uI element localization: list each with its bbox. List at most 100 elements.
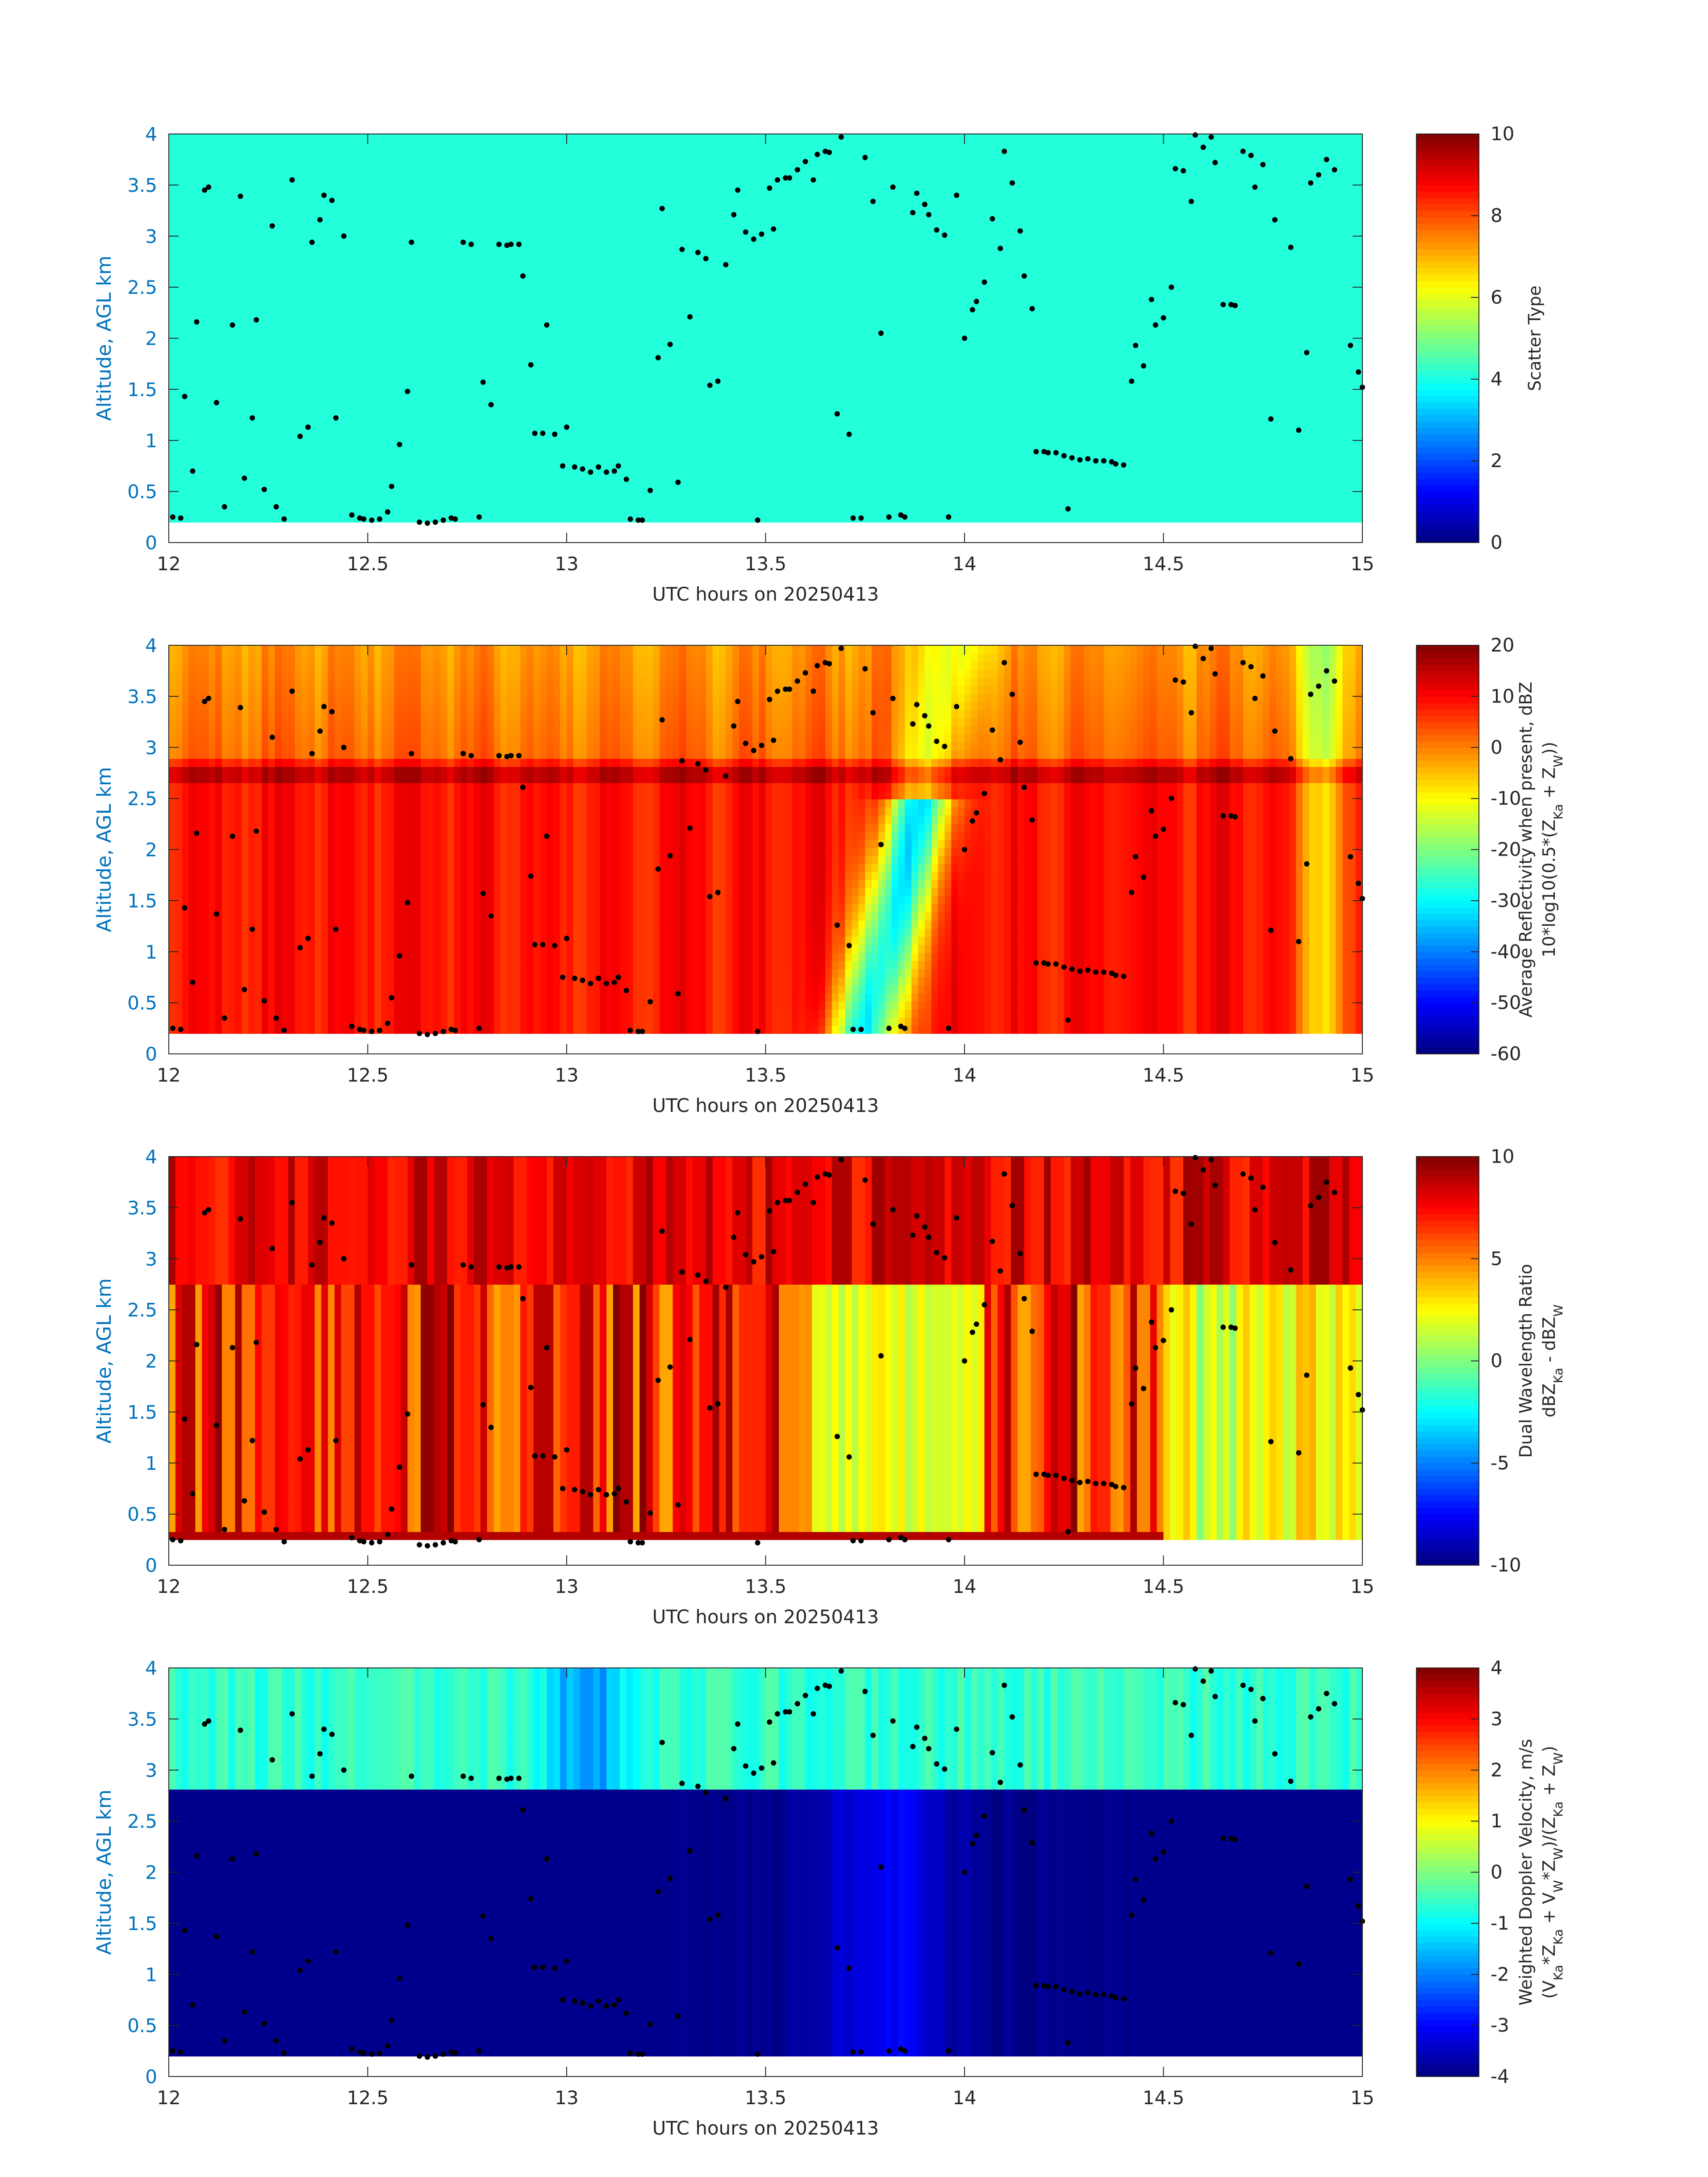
heatmap-cell [441, 393, 448, 401]
heatmap-cell [673, 215, 680, 223]
heatmap-cell [175, 393, 183, 401]
heatmap-cell [620, 336, 627, 345]
heatmap-cell [686, 239, 693, 247]
heatmap-cell [706, 465, 713, 474]
heatmap-cell [348, 191, 355, 199]
heatmap-cell [169, 474, 176, 482]
heatmap-cell [262, 312, 269, 320]
heatmap-cell [706, 207, 713, 215]
heatmap-cell [633, 482, 640, 490]
heatmap-cell [600, 255, 607, 264]
heatmap-cell [202, 490, 209, 498]
heatmap-cell [388, 255, 395, 264]
heatmap-cell [414, 401, 421, 409]
heatmap-cell [328, 134, 335, 142]
heatmap-cell [255, 384, 262, 393]
heatmap-cell [726, 376, 733, 385]
heatmap-cell [487, 514, 494, 522]
heatmap-cell [308, 328, 315, 337]
heatmap-cell [785, 304, 793, 312]
heatmap-cell [189, 166, 196, 175]
heatmap-cell [467, 215, 474, 223]
heatmap-cell [348, 352, 355, 361]
heatmap-cell [713, 263, 720, 272]
heatmap-cell [315, 320, 322, 329]
heatmap-cell [779, 191, 786, 199]
heatmap-cell [262, 328, 269, 337]
heatmap-cell [580, 199, 587, 207]
heatmap-cell [626, 175, 634, 183]
heatmap-cell [567, 231, 574, 239]
heatmap-cell [242, 288, 249, 296]
heatmap-cell [772, 166, 779, 175]
heatmap-cell [222, 191, 229, 199]
heatmap-cell [427, 441, 434, 450]
heatmap-cell [719, 506, 727, 514]
heatmap-cell [487, 506, 494, 514]
heatmap-cell [374, 239, 381, 247]
heatmap-cell [262, 150, 269, 159]
heatmap-cell [553, 296, 560, 304]
heatmap-cell [673, 417, 680, 426]
heatmap-cell [288, 158, 295, 167]
heatmap-cell [295, 368, 302, 377]
heatmap-cell [222, 433, 229, 442]
heatmap-cell [361, 401, 368, 409]
heatmap-cell [315, 328, 322, 337]
heatmap-cell [713, 183, 720, 191]
heatmap-cell [215, 425, 222, 434]
heatmap-cell [195, 191, 202, 199]
heatmap-cell [427, 255, 434, 264]
heatmap-cell [447, 449, 455, 458]
heatmap-cell [719, 207, 727, 215]
heatmap-cell [772, 376, 779, 385]
heatmap-cell [341, 134, 348, 142]
heatmap-cell [182, 401, 189, 409]
heatmap-cell [540, 393, 547, 401]
heatmap-cell [175, 183, 183, 191]
heatmap-cell [334, 272, 342, 280]
heatmap-cell [646, 514, 653, 522]
heatmap-cell [606, 401, 614, 409]
heatmap-cell [626, 328, 634, 337]
heatmap-cell [368, 272, 375, 280]
heatmap-cell [301, 376, 309, 385]
heatmap-cell [706, 457, 713, 466]
heatmap-cell [825, 376, 832, 385]
heatmap-cell [421, 328, 428, 337]
heatmap-cell [322, 207, 329, 215]
heatmap-cell [334, 150, 342, 159]
heatmap-cell [686, 142, 693, 150]
heatmap-cell [713, 215, 720, 223]
heatmap-cell [534, 263, 541, 272]
heatmap-cell [494, 288, 501, 296]
heatmap-cell [275, 490, 282, 498]
heatmap-cell [534, 449, 541, 458]
heatmap-cell [799, 328, 806, 337]
heatmap-cell [175, 449, 183, 458]
heatmap-cell [772, 272, 779, 280]
heatmap-cell [341, 223, 348, 231]
heatmap-cell [620, 183, 627, 191]
heatmap-cell [368, 393, 375, 401]
heatmap-cell [281, 320, 288, 329]
heatmap-cell [746, 191, 753, 199]
heatmap-cell [361, 191, 368, 199]
heatmap-cell [527, 514, 534, 522]
heatmap-cell [401, 506, 408, 514]
heatmap-cell [600, 175, 607, 183]
heatmap-cell [666, 272, 673, 280]
heatmap-cell [593, 352, 600, 361]
heatmap-cell [434, 474, 441, 482]
heatmap-cell [301, 441, 309, 450]
heatmap-cell [514, 328, 521, 337]
heatmap-cell [752, 490, 760, 498]
heatmap-cell [374, 360, 381, 369]
heatmap-cell [434, 344, 441, 353]
heatmap-cell [527, 352, 534, 361]
heatmap-cell [182, 207, 189, 215]
heatmap-cell [195, 142, 202, 150]
heatmap-cell [732, 474, 739, 482]
heatmap-cell [779, 312, 786, 320]
heatmap-cell [653, 280, 660, 288]
